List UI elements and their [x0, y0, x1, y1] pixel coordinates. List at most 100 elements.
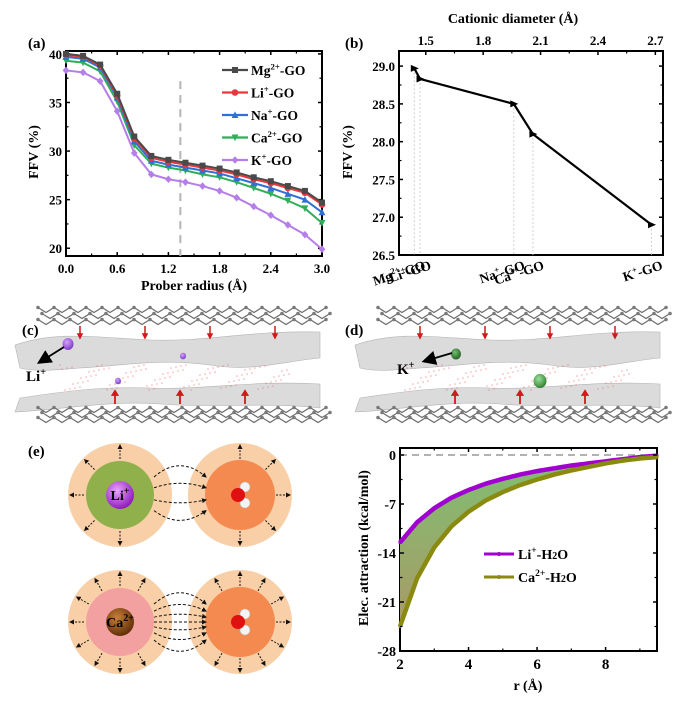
data-point: [410, 64, 419, 72]
water-molecule-dot: [180, 365, 182, 367]
carbon-atom: [584, 317, 588, 322]
data-point: [147, 170, 155, 179]
field-arrow-icon: [257, 652, 266, 667]
water-molecule-dot: [562, 365, 564, 367]
carbon-atom: [492, 410, 496, 415]
water-molecule-dot: [199, 374, 201, 376]
water-molecule-dot: [430, 375, 432, 377]
water-molecule-dot: [599, 366, 601, 368]
carbon-atom: [476, 410, 480, 415]
water-molecule-dot: [448, 367, 450, 369]
carbon-atom: [488, 415, 492, 420]
label-subscript: 2: [561, 574, 566, 585]
water-molecule-dot: [419, 386, 421, 388]
carbon-atom: [440, 317, 444, 322]
carbon-atom: [632, 415, 636, 420]
carbon-atom: [196, 415, 200, 420]
carbon-atom: [520, 317, 524, 322]
water-molecule-dot: [401, 368, 403, 370]
carbon-atom: [292, 415, 296, 420]
water-molecule-dot: [280, 379, 282, 381]
carbon-atom: [652, 410, 656, 415]
water-molecule-dot: [412, 383, 414, 385]
carbon-atom: [260, 415, 264, 420]
hydroxyl-group: [110, 389, 120, 404]
carbon-atom: [100, 415, 104, 420]
data-point: [250, 202, 258, 211]
water-molecule-dot: [470, 371, 472, 373]
water-molecule-dot: [257, 388, 259, 390]
carbon-atom: [668, 311, 672, 316]
carbon-atom: [232, 410, 236, 415]
carbon-atom: [84, 415, 88, 420]
field-arrow-icon: [270, 596, 285, 605]
water-molecule-dot: [443, 368, 445, 370]
ion-charge: 2+: [123, 613, 134, 624]
carbon-atom: [636, 311, 640, 316]
carbon-atom: [212, 405, 216, 410]
data-point: [267, 184, 275, 191]
water-molecule-dot: [528, 385, 530, 387]
carbon-atom: [620, 410, 624, 415]
water-molecule-dot: [190, 389, 192, 391]
panel-d-k-go-channel-render: (d) K+: [345, 305, 672, 424]
carbon-atom: [148, 405, 152, 410]
y-tick-label: -14: [377, 547, 396, 562]
carbon-atom: [604, 410, 608, 415]
x-category-label: Li+-GO: [387, 256, 433, 285]
label-tail: -GO: [280, 63, 306, 78]
water-molecule-dot: [488, 389, 490, 391]
label-base: Ca: [492, 268, 513, 287]
carbon-atom: [428, 410, 432, 415]
carbon-atom: [524, 311, 528, 316]
oxygen-atom: [231, 488, 245, 502]
legend-marker: [231, 89, 239, 96]
isosurface-bottom: [14, 382, 321, 413]
series-line: [65, 52, 323, 204]
carbon-atom: [536, 415, 540, 420]
water-molecule-dot: [496, 383, 498, 385]
carbon-atom: [308, 317, 312, 322]
water-molecule-dot: [472, 375, 474, 377]
carbon-atom: [36, 405, 40, 410]
water-molecule-dot: [270, 381, 272, 383]
legend-item: Mg2+-GO: [222, 62, 305, 78]
water-molecule-dot: [116, 387, 118, 389]
water-molecule-dot: [478, 365, 480, 367]
water-molecule-dot: [156, 383, 158, 385]
legend-marker: [231, 134, 239, 142]
field-arrow-icon: [270, 639, 285, 648]
water-molecule-dot: [422, 381, 424, 383]
carbon-atom: [324, 317, 328, 322]
water-molecule-dot: [206, 377, 208, 379]
panel-label-b: (b): [345, 36, 363, 52]
carbon-atom: [456, 317, 460, 322]
y-tick-label: 28.5: [372, 97, 395, 112]
water-molecule-dot: [589, 368, 591, 370]
water-molecule-dot: [613, 376, 615, 378]
carbon-atom: [104, 311, 108, 316]
label-tail: -GO: [267, 153, 293, 168]
water-molecule-dot: [130, 371, 132, 373]
carbon-atom: [116, 405, 120, 410]
legend-label: Ca2+-H2O: [518, 569, 577, 586]
water-molecule-dot: [204, 373, 206, 375]
carbon-atom: [568, 317, 572, 322]
carbon-atom: [116, 317, 120, 322]
data-point: [97, 61, 104, 68]
carbon-atom: [620, 311, 624, 316]
water-molecule-dot: [491, 384, 493, 386]
water-molecule-dot: [183, 386, 185, 388]
water-molecule-dot: [581, 374, 583, 376]
field-arrow-icon: [94, 577, 103, 592]
data-point: [233, 174, 241, 182]
carbon-atom: [296, 311, 300, 316]
water-molecule-dot: [435, 374, 437, 376]
carbon-atom: [164, 305, 168, 310]
data-point: [130, 149, 138, 157]
label-tail: -GO: [636, 258, 665, 280]
legend-marker: [497, 552, 501, 556]
water-molecule-dot: [475, 370, 477, 372]
